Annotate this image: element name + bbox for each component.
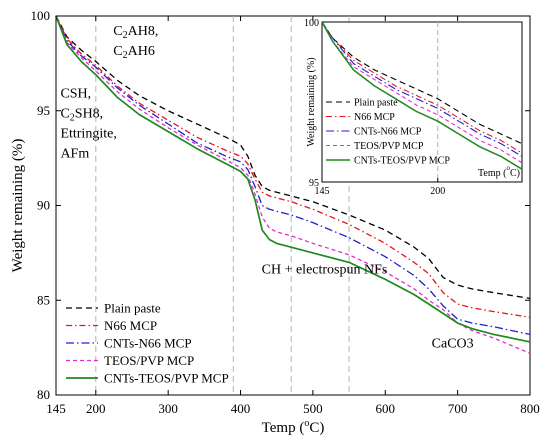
inset-x-tick-label: 200 xyxy=(430,186,445,197)
main-y-tick-label: 80 xyxy=(37,387,50,402)
main-legend-label: N66 MCP xyxy=(104,318,157,333)
inset-series-lines xyxy=(321,21,523,170)
inset-y-axis-label: Weight remaining (%) xyxy=(306,57,317,146)
inset-x-axis-label: Temp (oC) xyxy=(478,164,520,179)
main-x-tick-label: 200 xyxy=(86,401,106,416)
main-annotation-text: C2AH6 xyxy=(113,44,155,61)
inset-legend-label: CNTs-TEOS/PVP MCP xyxy=(354,156,450,167)
inset-y-tick-label: 95 xyxy=(309,178,319,189)
main-legend-label: Plain paste xyxy=(104,301,161,316)
inset-legend-label: TEOS/PVP MCP xyxy=(354,141,424,152)
inset-series-line xyxy=(321,21,523,164)
main-x-tick-label: 700 xyxy=(448,401,468,416)
main-annotation-text: AFm xyxy=(60,146,89,161)
inset-legend-label: CNTs-N66 MCP xyxy=(354,127,422,138)
main-annotation-text: C2SH8, xyxy=(60,106,103,123)
main-legend-label: TEOS/PVP MCP xyxy=(104,353,194,368)
main-x-tick-label: 300 xyxy=(158,401,178,416)
main-plot: 145 200 300 400 500 600 700 800 80 85 90 95 100 Tem… xyxy=(10,8,540,436)
inset-legend-label: Plain paste xyxy=(354,98,398,109)
main-x-axis-label: Temp (oC) xyxy=(262,418,325,436)
main-y-ticks: 80 85 90 95 100 xyxy=(31,8,530,402)
main-y-axis-label: Weight remaining (%) xyxy=(10,139,26,273)
main-x-tick-label: 145 xyxy=(46,401,66,416)
inset-x-tick-label: 145 xyxy=(315,186,330,197)
main-annotations: CSH, C2SH8, Ettringite, AFm C2AH8, C2AH6 CH + … xyxy=(60,24,473,352)
inset-x-ticks: 145 200 xyxy=(315,178,445,197)
main-series-line xyxy=(55,15,531,343)
main-y-tick-label: 85 xyxy=(37,292,50,307)
inset-series-line xyxy=(321,21,523,170)
main-annotation-text: CH + electrospun NFs xyxy=(262,263,388,278)
inset-y-tick-label: 100 xyxy=(304,18,319,29)
inset-series-line xyxy=(321,21,523,157)
inset-series-line xyxy=(321,21,523,154)
main-legend-label: CNTs-N66 MCP xyxy=(104,336,192,351)
main-y-tick-label: 95 xyxy=(37,103,50,118)
main-y-tick-label: 100 xyxy=(31,8,51,23)
main-x-tick-label: 600 xyxy=(376,401,396,416)
main-legend-label: CNTs-TEOS/PVP MCP xyxy=(104,371,229,386)
inset-legend-label: N66 MCP xyxy=(354,112,395,123)
main-x-tick-label: 800 xyxy=(520,401,540,416)
inset-background xyxy=(321,21,523,183)
main-y-tick-label: 90 xyxy=(37,198,50,213)
main-legend: Plain paste N66 MCP CNTs-N66 MCP TEOS/PVP M… xyxy=(66,301,229,386)
main-series-line xyxy=(55,15,531,336)
main-annotation-text: C2AH8, xyxy=(113,24,158,41)
main-annotation-text: CaCO3 xyxy=(432,337,474,352)
main-x-ticks: 145 200 300 400 500 600 700 800 xyxy=(46,16,540,416)
main-series-line xyxy=(55,15,531,300)
main-x-tick-label: 400 xyxy=(231,401,251,416)
inset-plot: 145 200 95 100 Temp (oC) Weight remaining … xyxy=(304,18,523,197)
main-x-tick-label: 500 xyxy=(303,401,323,416)
inset-legend: Plain paste N66 MCP CNTs-N66 MCP TEOS/PVP M… xyxy=(326,98,450,167)
inset-y-ticks: 95 100 xyxy=(304,18,326,189)
main-series-lines xyxy=(55,15,531,354)
main-series-line xyxy=(55,15,531,318)
main-annotation-text: CSH, xyxy=(60,86,91,101)
main-annotation-text: Ettringite, xyxy=(60,126,116,141)
